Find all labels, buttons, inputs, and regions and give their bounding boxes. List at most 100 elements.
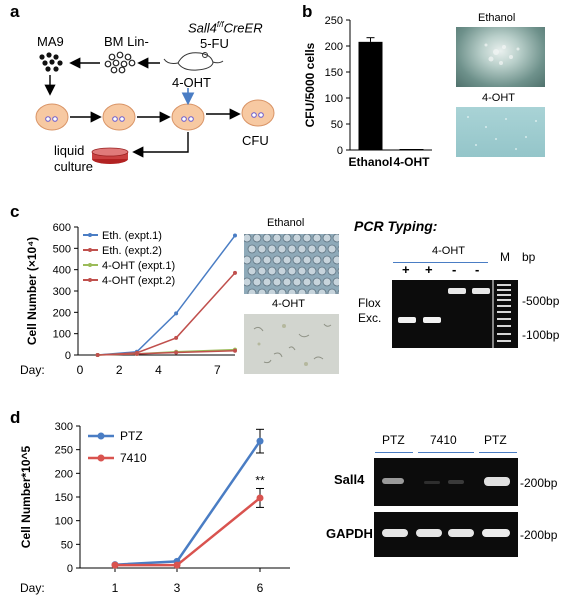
micrograph-cell (302, 255, 312, 265)
c-y-tick-label: 500 (53, 243, 71, 255)
micrograph-cell (267, 288, 277, 294)
c-legend-label-4: 4-OHT (expt.2) (102, 275, 175, 287)
micrograph-cell (244, 277, 252, 287)
c-x-tick-label: 7 (214, 363, 221, 377)
micrograph-cell (277, 288, 287, 294)
micrograph-cell (252, 255, 262, 265)
c-x-tick-label: 0 (77, 363, 84, 377)
c-y-tick-label: 400 (53, 265, 71, 277)
micrograph-cell (337, 267, 339, 275)
chart-b: 0 50 100 150 200 250 Ethanol 4-OHT CFU/5000 cell… (303, 15, 432, 169)
micrograph-cell (262, 234, 272, 243)
micrograph-cell (312, 234, 322, 243)
micrograph-cell (317, 244, 327, 254)
panel-letter-a: a (10, 2, 20, 21)
d-x-tick-label: 3 (174, 581, 181, 595)
b-y-tick-label: 50 (331, 119, 343, 131)
micrograph-cell (244, 234, 252, 243)
d-y-tick-label: 300 (55, 421, 73, 433)
micrograph-cell (322, 277, 332, 287)
ma9-cells-icon (39, 52, 63, 72)
b-y-tick-label: 150 (325, 67, 343, 79)
gel-d-gapdh (374, 512, 518, 557)
c-series-line-4 (97, 349, 236, 356)
micrograph-cell (332, 255, 339, 265)
ma9-label: MA9 (37, 34, 64, 49)
micrograph-cell (337, 245, 339, 253)
b-micrograph-4oht (456, 107, 545, 157)
size-100bp-label: -100bp (522, 328, 560, 342)
b-image-label-4oht: 4-OHT (482, 92, 515, 104)
micrograph-cell (297, 266, 307, 276)
lane-3-label: - (452, 262, 457, 277)
size-500bp-label: -500bp (522, 294, 560, 308)
gel-c (392, 280, 518, 348)
size-gapdh-label: -200bp (520, 528, 558, 542)
micrograph-cell (317, 266, 327, 276)
d-x-axis-prefix: Day: (20, 581, 45, 595)
pcr-typing-title: PCR Typing: (354, 218, 438, 234)
b-x-tick-label: Ethanol (349, 155, 393, 169)
c-series-point (174, 335, 179, 340)
liquid-label: liquid (54, 143, 85, 158)
micrograph-cell (272, 234, 282, 243)
flox-label: Flox (358, 296, 381, 310)
micrograph-cell (292, 277, 302, 287)
micrograph-cell (302, 277, 312, 287)
mouse-genotype-label: Sall4f/fCreER (188, 20, 263, 36)
c-y-tick-label: 600 (53, 222, 71, 234)
gel-c-header: 4-OHT (432, 245, 465, 257)
culture-dishes-icon (35, 99, 275, 131)
d-y-tick-label: 150 (55, 492, 73, 504)
micrograph-cell (282, 277, 292, 287)
micrograph-cell (312, 277, 322, 287)
c-legend-marker (88, 278, 92, 282)
micrograph-cell (287, 266, 297, 276)
d-y-tick-label: 100 (55, 516, 73, 528)
micrograph-cell (312, 255, 322, 265)
micrograph-cell (252, 234, 262, 243)
micrograph-cell (262, 255, 272, 265)
c-legend-label-1: Eth. (expt.1) (102, 230, 162, 242)
lane-4-label: - (475, 262, 480, 277)
lane-2-label: + (425, 262, 433, 277)
c-x-axis-prefix: Day: (20, 363, 45, 377)
micrograph-cell (282, 234, 292, 243)
b-y-tick-label: 200 (325, 41, 343, 53)
c-legend-label-2: Eth. (expt.2) (102, 245, 162, 257)
gel-d-header-line-1 (375, 452, 413, 453)
micrograph-cell (257, 288, 267, 294)
micrograph-cell (287, 244, 297, 254)
b-image-label-ethanol: Ethanol (478, 12, 516, 24)
c-y-tick-label: 100 (53, 329, 71, 341)
d-series-point (256, 437, 264, 445)
c-x-tick-label: 2 (116, 363, 123, 377)
culture-label: culture (54, 159, 94, 174)
micrograph-cell (247, 244, 257, 254)
d-x-tick-label: 6 (257, 581, 264, 595)
d-y-tick-label: 50 (61, 539, 73, 551)
gel-d-header-line-2 (418, 452, 474, 453)
micrograph-cell (282, 255, 292, 265)
five-fu-label: 5-FU (200, 36, 229, 51)
micrograph-cell (297, 288, 307, 294)
micrograph-cell (327, 288, 337, 294)
gel-d-header-2: 7410 (430, 433, 457, 447)
micrograph-cell (332, 234, 339, 243)
b-bar-2 (399, 149, 424, 150)
micrograph-cell (287, 288, 297, 294)
panel-a-schematic (35, 51, 275, 164)
gel-d-header-3: PTZ (484, 433, 507, 447)
panel-letter-d: d (10, 408, 21, 427)
micrograph-cell (302, 234, 312, 243)
c-legend-marker (88, 233, 92, 237)
micrograph-cell (267, 244, 277, 254)
c-y-tick-label: 200 (53, 307, 71, 319)
lane-1-label: + (402, 262, 410, 277)
mouse-icon (163, 52, 224, 71)
b-x-tick-label: 4-OHT (394, 155, 431, 169)
micrograph-cell (292, 255, 302, 265)
c-y-axis-label: Cell Number (×10⁴) (25, 237, 39, 345)
d-legend-label-1: PTZ (120, 429, 143, 443)
micrograph-cell (267, 266, 277, 276)
